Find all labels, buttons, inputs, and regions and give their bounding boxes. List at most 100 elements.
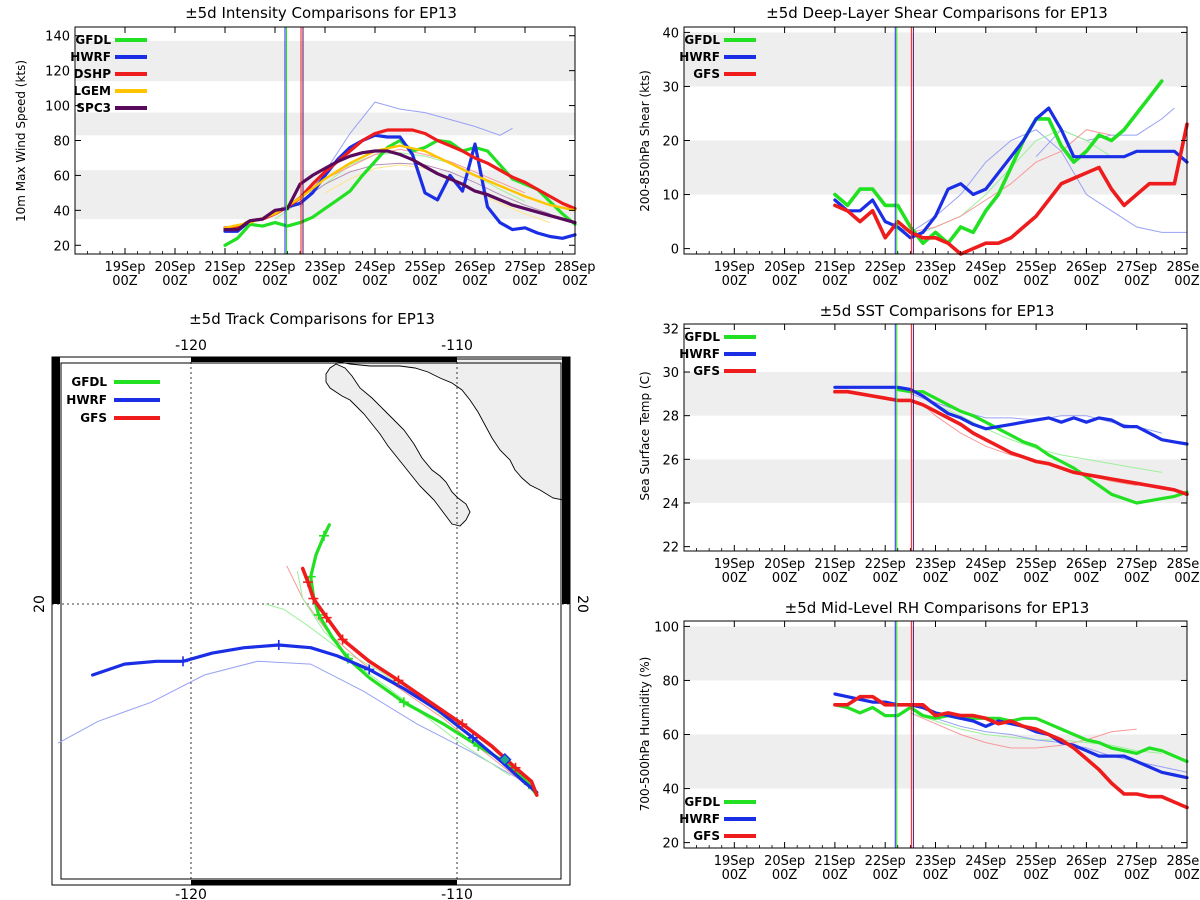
intensity-xtick-hour-1: 00Z — [162, 274, 188, 289]
shear-legend-label-gfs: GFS — [693, 67, 720, 81]
shear-series-gfdl — [833, 79, 1164, 245]
intensity-ytick-label-0: 20 — [53, 239, 70, 254]
intensity-legend-label-dshp: DSHP — [74, 67, 112, 81]
baja-california-landmass — [325, 363, 471, 527]
sst-bands — [684, 372, 1187, 503]
intensity-x-ticks: 19Sep00Z20Sep00Z21Sep00Z22Sep00Z23Sep00Z… — [87, 27, 596, 289]
intensity-legend: GFDL HWRF DSHP LGEM SPC3 — [70, 33, 147, 115]
rh-title: ±5d Mid-Level RH Comparisons for EP13 — [785, 599, 1090, 617]
track-legend-label-gfs: GFS — [80, 411, 107, 425]
track-legend: GFDL HWRF GFS — [66, 375, 160, 425]
shear-xtick-hour-7: 00Z — [1074, 274, 1100, 289]
shear-xtick-day-2: 21Sep — [814, 260, 855, 275]
rh-band-0 — [684, 734, 1187, 789]
sst-xtick-day-5: 24Sep — [965, 557, 1006, 572]
sst-xtick-hour-0: 00Z — [722, 571, 748, 586]
sst-band-1 — [684, 372, 1187, 416]
sst-band-0 — [684, 459, 1187, 503]
intensity-y-ticks: 20 40 60 80 100 120 140 — [45, 30, 575, 254]
sst-xtick-day-2: 21Sep — [814, 557, 855, 572]
rh-xtick-hour-9: 00Z — [1174, 868, 1200, 883]
rh-ytick-label-3: 80 — [662, 674, 679, 689]
intensity-panel: ±5d Intensity Comparisons for EP13 10m M… — [14, 4, 596, 289]
shear-xtick-day-4: 23Sep — [915, 260, 956, 275]
intensity-ytick-label-2: 60 — [53, 169, 70, 184]
rh-xtick-hour-2: 00Z — [822, 868, 848, 883]
sst-ytick-label-5: 32 — [662, 322, 679, 337]
shear-ytick-label-4: 40 — [662, 26, 679, 41]
sst-legend-label-hwrf: HWRF — [679, 347, 720, 361]
shear-thin-gfs-3 — [910, 129, 1112, 233]
intensity-xtick-day-5: 24Sep — [354, 260, 395, 275]
shear-ytick-label-2: 20 — [662, 135, 679, 150]
lon-label-top-110: -110 — [441, 338, 473, 354]
intensity-xtick-hour-5: 00Z — [362, 274, 388, 289]
sst-xtick-hour-5: 00Z — [973, 571, 999, 586]
rh-ytick-label-4: 100 — [654, 620, 679, 635]
intensity-legend-label-spc3: SPC3 — [76, 101, 111, 115]
shear-series-gfs — [833, 122, 1189, 256]
sst-ytick-label-0: 22 — [662, 541, 679, 556]
rh-xtick-day-9: 28Sep — [1166, 854, 1200, 869]
intensity-xtick-day-7: 26Sep — [454, 260, 495, 275]
lon-label-bottom-120: -120 — [175, 887, 207, 900]
intensity-xtick-day-0: 19Sep — [104, 260, 145, 275]
lon-label-bottom-110: -110 — [441, 887, 473, 900]
rh-xtick-hour-6: 00Z — [1023, 868, 1049, 883]
rh-xtick-day-3: 22Sep — [865, 854, 906, 869]
sst-xtick-hour-3: 00Z — [872, 571, 898, 586]
map-outer-frame — [51, 356, 571, 886]
shear-y-label: 200-850hPa Shear (kts) — [638, 70, 652, 212]
map-border-right-top — [562, 357, 570, 604]
track-thin-hwrf-0 — [57, 660, 524, 782]
rh-y-label: 700-500hPa Humidity (%) — [638, 657, 652, 812]
intensity-xtick-hour-9: 00Z — [562, 274, 588, 289]
rh-xtick-day-7: 26Sep — [1066, 854, 1107, 869]
sst-xtick-day-0: 19Sep — [714, 557, 755, 572]
rh-xtick-day-1: 20Sep — [764, 854, 805, 869]
sst-ytick-label-3: 28 — [662, 410, 679, 425]
rh-xtick-day-0: 19Sep — [714, 854, 755, 869]
shear-legend-label-hwrf: HWRF — [679, 50, 720, 64]
sst-xtick-hour-9: 00Z — [1174, 571, 1200, 586]
shear-xtick-hour-6: 00Z — [1023, 274, 1049, 289]
intensity-legend-label-hwrf: HWRF — [70, 50, 111, 64]
shear-xtick-hour-4: 00Z — [923, 274, 949, 289]
sst-xtick-hour-4: 00Z — [923, 571, 949, 586]
intensity-thin-dshp-2 — [299, 148, 526, 204]
rh-x-ticks: 19Sep00Z20Sep00Z21Sep00Z22Sep00Z23Sep00Z… — [696, 621, 1200, 883]
intensity-title: ±5d Intensity Comparisons for EP13 — [185, 4, 457, 22]
rh-legend: GFDL HWRF GFS — [679, 795, 756, 843]
rh-panel: ±5d Mid-Level RH Comparisons for EP13 70… — [638, 599, 1200, 883]
sst-xtick-day-8: 27Sep — [1116, 557, 1157, 572]
sst-series-hwrf — [833, 385, 1189, 446]
shear-xtick-day-6: 25Sep — [1016, 260, 1057, 275]
rh-legend-label-hwrf: HWRF — [679, 812, 720, 826]
shear-xtick-hour-5: 00Z — [973, 274, 999, 289]
sst-y-label: Sea Surface Temp (C) — [638, 371, 652, 500]
sst-xtick-hour-7: 00Z — [1074, 571, 1100, 586]
sst-y-ticks: 22 24 26 28 30 32 — [662, 322, 1187, 556]
intensity-xtick-day-2: 21Sep — [204, 260, 245, 275]
rh-xtick-hour-4: 00Z — [923, 868, 949, 883]
intensity-xtick-hour-3: 00Z — [262, 274, 288, 289]
intensity-band-1 — [75, 112, 575, 136]
shear-legend: GFDL HWRF GFS — [679, 33, 756, 81]
shear-xtick-hour-8: 00Z — [1124, 274, 1150, 289]
sst-x-ticks: 19Sep00Z20Sep00Z21Sep00Z22Sep00Z23Sep00Z… — [696, 324, 1200, 586]
sst-xtick-day-1: 20Sep — [764, 557, 805, 572]
rh-xtick-day-5: 24Sep — [965, 854, 1006, 869]
shear-bands — [684, 32, 1187, 195]
rh-series-gfs — [833, 694, 1189, 810]
rh-ytick-label-1: 40 — [662, 783, 679, 798]
track-legend-label-gfdl: GFDL — [71, 375, 107, 389]
intensity-xtick-day-3: 22Sep — [254, 260, 295, 275]
sst-xtick-hour-6: 00Z — [1023, 571, 1049, 586]
sst-series — [833, 385, 1189, 505]
rh-xtick-day-6: 25Sep — [1016, 854, 1057, 869]
sst-xtick-hour-8: 00Z — [1124, 571, 1150, 586]
rh-y-ticks: 20 40 60 80 100 — [654, 620, 1187, 852]
sst-thin-gfdl-1 — [935, 404, 1162, 473]
map-inner-frame — [60, 362, 562, 880]
